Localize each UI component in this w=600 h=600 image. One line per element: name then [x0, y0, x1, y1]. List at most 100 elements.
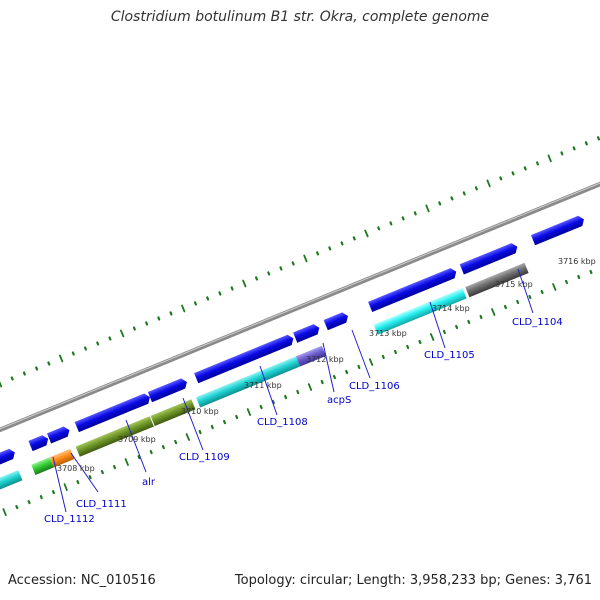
scale-tick [503, 304, 507, 310]
scale-tick [255, 276, 258, 281]
scale-tick [577, 274, 581, 280]
genome-summary-text: Topology: circular; Length: 3,958,233 bp… [234, 573, 592, 588]
scale-tick [368, 358, 374, 366]
scale-tick [108, 336, 112, 341]
label-connectors [52, 268, 534, 513]
forward-gene-track [0, 214, 586, 475]
kbp-label: 3712 kbp [306, 355, 344, 364]
scale-tick [0, 381, 3, 388]
kbp-label: 3708 kbp [57, 464, 95, 473]
scale-tick [377, 226, 381, 231]
scale-tick [564, 279, 569, 285]
kbp-label: 3714 kbp [432, 304, 470, 313]
scale-tick [59, 354, 64, 363]
kbp-label: 3709 kbp [118, 435, 156, 444]
gene-label-cld-1106[interactable]: CLD_1106 [349, 381, 400, 392]
scale-tick [157, 316, 161, 321]
forward-gene[interactable] [293, 323, 321, 343]
gene-olive[interactable] [150, 399, 196, 427]
scale-tick [357, 364, 361, 370]
scale-tick [132, 326, 136, 331]
scale-tick [161, 445, 165, 450]
forward-gene[interactable] [368, 267, 458, 313]
gene-orange[interactable] [49, 448, 75, 468]
gene-cyan-bright[interactable] [373, 288, 467, 335]
scale-tick [15, 505, 19, 510]
gene-gray[interactable] [465, 262, 529, 298]
scale-tick [22, 371, 26, 376]
scale-tick [100, 470, 104, 475]
gene-label-cld-1108[interactable]: CLD_1108 [257, 417, 308, 428]
forward-gene[interactable] [323, 311, 350, 331]
scale-tick [284, 394, 288, 400]
gene-label-acps[interactable]: acpS [327, 395, 351, 406]
scale-tick [267, 271, 271, 276]
forward-gene[interactable] [0, 447, 17, 475]
scale-tick [389, 221, 393, 226]
scale-tick [479, 314, 483, 320]
scale-tick [223, 419, 226, 425]
scale-tick [332, 374, 336, 380]
label-line [259, 365, 278, 416]
scale-tick [474, 186, 478, 191]
scale-tick [429, 333, 435, 341]
forward-gene[interactable] [459, 242, 520, 275]
scale-tick [230, 286, 234, 291]
scale-tick [185, 433, 191, 441]
label-line [322, 342, 335, 393]
scale-tick [455, 324, 459, 330]
scale-tick [516, 299, 520, 305]
kbp-label: 3716 kbp [558, 257, 596, 266]
scale-tick [235, 414, 239, 420]
scale-tick [10, 376, 14, 381]
forward-gene[interactable] [28, 434, 50, 452]
scale-tick [27, 500, 31, 505]
gene-label-cld-1111[interactable]: CLD_1111 [76, 499, 127, 510]
gene-cyan[interactable] [195, 356, 301, 408]
gene-label-cld-1112[interactable]: CLD_1112 [44, 514, 95, 525]
scale-tick [394, 349, 397, 355]
gene-slate[interactable] [295, 345, 326, 367]
scale-tick [413, 211, 417, 216]
scale-tick [88, 475, 92, 480]
map-title: Clostridium botulinum B1 str. Okra, comp… [110, 9, 490, 25]
scale-tick [486, 179, 491, 188]
gene-label-cld-1104[interactable]: CLD_1104 [512, 317, 563, 328]
kbp-label: 3713 kbp [369, 329, 407, 338]
gene-cyan[interactable] [0, 470, 23, 500]
gene-label-alr[interactable]: alr [142, 477, 156, 488]
forward-gene[interactable] [147, 377, 189, 403]
scale-tick [596, 136, 600, 141]
scale-tick [535, 161, 540, 166]
gene-label-cld-1105[interactable]: CLD_1105 [424, 350, 475, 361]
gene-olive[interactable] [75, 416, 154, 457]
scale-tick [340, 241, 344, 246]
scale-tick [491, 308, 496, 316]
scale-tick [71, 351, 75, 356]
scale-tick [181, 304, 186, 313]
label-line [52, 456, 67, 513]
forward-gene[interactable] [530, 214, 586, 246]
scale-tick [381, 354, 385, 360]
forward-gene[interactable] [74, 392, 152, 433]
scale-tick [296, 389, 300, 395]
scale-tick [438, 201, 442, 206]
label-line [182, 397, 204, 451]
label-line [351, 329, 371, 379]
scale-tick [307, 383, 313, 391]
scale-tick [2, 508, 7, 516]
scale-tick [547, 154, 552, 163]
gene-green[interactable] [31, 457, 54, 475]
scale-tick [63, 483, 68, 492]
scale-tick [442, 329, 446, 335]
scale-tick [552, 283, 557, 291]
scale-tick [279, 266, 283, 271]
scale-tick [450, 196, 454, 201]
gene-label-cld-1109[interactable]: CLD_1109 [179, 452, 230, 463]
inner-tick-ring [2, 269, 593, 516]
forward-gene[interactable] [194, 333, 295, 384]
gene-labels: CLD_1112 CLD_1111 alr CLD_1109 CLD_1108 … [44, 317, 563, 525]
forward-gene[interactable] [46, 425, 72, 444]
